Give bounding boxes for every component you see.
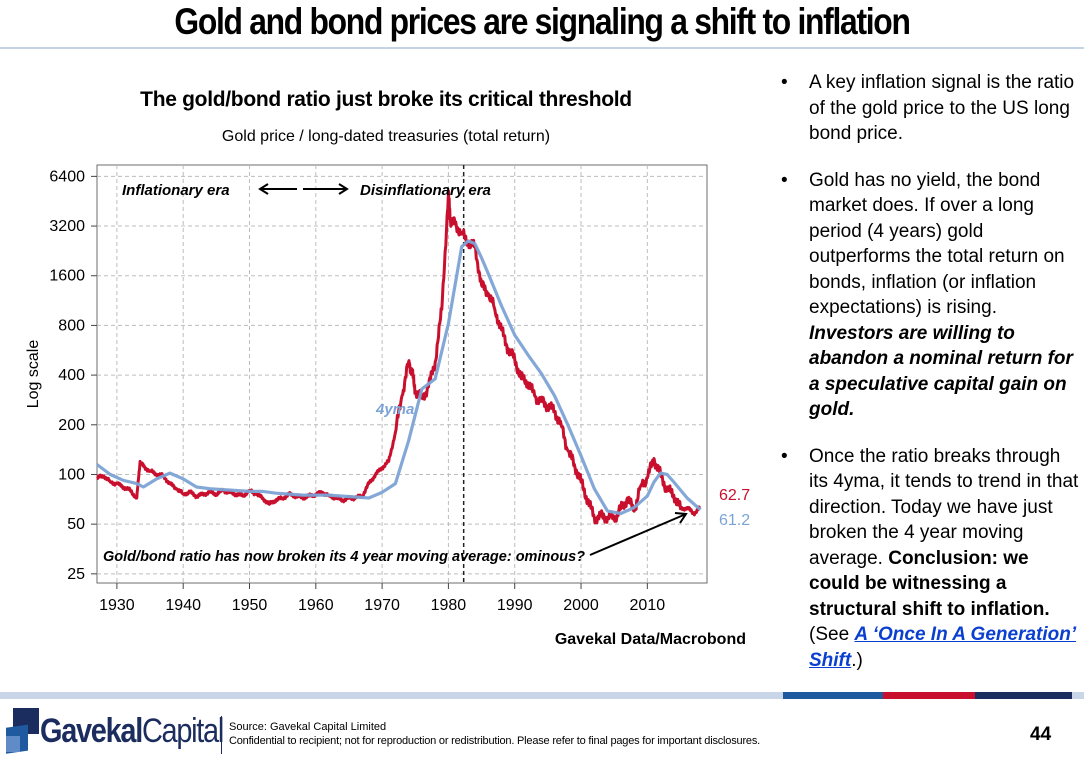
y-tick-label: 1600: [49, 268, 85, 285]
once-in-a-generation-link[interactable]: A ‘Once In A Generation’ Shift: [809, 624, 1077, 671]
ma-series-label: 4yma: [375, 401, 414, 418]
chart-subtitle: Gold price / long-dated treasuries (tota…: [221, 128, 551, 145]
accent-bar-red: [883, 692, 975, 699]
footer-band: [0, 692, 1084, 699]
y-tick-label: 200: [58, 417, 85, 434]
see-suffix: .): [851, 649, 863, 671]
bullet-emphasis: Conclusion: we could be witnessing a str…: [809, 547, 1050, 620]
page-number: 44: [1030, 724, 1052, 745]
see-prefix: (See: [809, 624, 855, 645]
y-tick-label: 3200: [49, 218, 85, 235]
inflationary-era-label: Inflationary era: [122, 182, 230, 199]
accent-bar-navy: [975, 692, 1072, 699]
logo-wordmark: GavekalCapital: [40, 709, 224, 753]
bullet-emphasis: Investors are willing to abandon a nomin…: [809, 322, 1073, 421]
ma-end-value: 61.2: [719, 512, 750, 529]
bullet-text: Once the ratio breaks through its 4yma, …: [809, 445, 1079, 569]
bullet-text: A key inflation signal is the ratio of t…: [809, 72, 1075, 144]
chart-title: The gold/bond ratio just broke its criti…: [140, 88, 632, 111]
bullet-item: • Once the ratio breaks through its 4yma…: [778, 444, 1080, 674]
slide-title: Gold and bond prices are signaling a shi…: [174, 1, 911, 42]
y-tick-label: 6400: [49, 168, 85, 185]
footer-source: Source: Gavekal Capital Limited: [229, 721, 387, 733]
bullet-dot: •: [781, 169, 788, 191]
disinflationary-era-label: Disinflationary era: [360, 182, 491, 199]
y-axis-label: Log scale: [25, 340, 42, 409]
ratio-end-value: 62.7: [719, 487, 750, 504]
x-tick-label: 1980: [431, 597, 467, 614]
bullet-dot: •: [781, 72, 788, 93]
annotation-arrow-icon: [589, 512, 688, 556]
footer-disclaimer: Confidential to recipient; not for repro…: [229, 735, 760, 747]
bullet-item: • Gold has no yield, the bond market doe…: [778, 168, 1080, 423]
x-tick-label: 1990: [497, 597, 533, 614]
gavekal-logo-icon: [6, 708, 39, 754]
x-tick-label: 1970: [364, 597, 400, 614]
right-arrow-icon: [303, 183, 349, 195]
bullet-list: • A key inflation signal is the ratio of…: [778, 70, 1080, 694]
x-tick-label: 1950: [232, 597, 268, 614]
left-arrow-icon: [258, 183, 297, 195]
gold-bond-ratio-line: [96, 189, 702, 525]
title-divider: [0, 47, 1084, 49]
y-tick-label: 400: [58, 367, 85, 384]
accent-bar-blue: [783, 692, 883, 699]
y-tick-label: 100: [58, 466, 85, 483]
x-tick-label: 1940: [165, 597, 201, 614]
plot-frame: [96, 164, 708, 584]
x-tick-label: 2000: [563, 597, 599, 614]
four-year-ma-line: [96, 239, 702, 516]
bullet-text: Gold has no yield, the bond market does.…: [809, 169, 1065, 319]
chart-source-label: Gavekal Data/Macrobond: [555, 631, 746, 648]
x-tick-label: 2010: [630, 597, 666, 614]
logo-bold: Gavekal: [40, 712, 143, 750]
gold-bond-ratio-chart: 6400 3200 1600 800 400 200 100 50 25 1930 1940 1950…: [25, 164, 750, 648]
logo-light: Capital: [141, 712, 224, 750]
footer-divider: [221, 716, 222, 754]
bottom-annotation: Gold/bond ratio has now broken its 4 yea…: [103, 548, 585, 565]
y-tick-label: 800: [58, 317, 85, 334]
y-tick-label: 50: [67, 516, 85, 533]
x-tick-label: 1930: [99, 597, 135, 614]
bullet-dot: •: [781, 445, 788, 467]
bullet-item: • A key inflation signal is the ratio of…: [778, 70, 1080, 147]
x-tick-label: 1960: [298, 597, 334, 614]
y-tick-label: 25: [67, 566, 85, 583]
